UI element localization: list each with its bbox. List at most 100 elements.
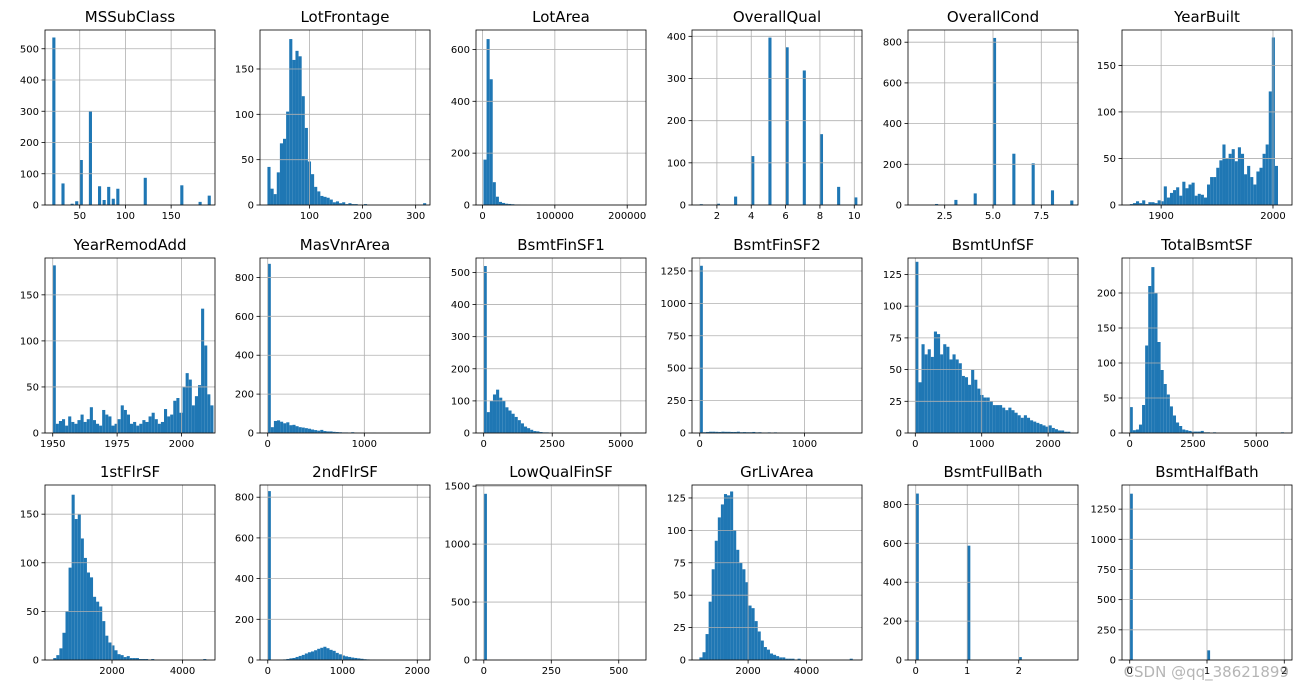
histogram-bar: [502, 400, 506, 433]
y-tick-label: 500: [667, 364, 686, 375]
histogram-bar: [107, 186, 111, 205]
histogram-bar: [138, 659, 143, 660]
histogram-bar: [495, 196, 499, 205]
histogram-bar: [323, 646, 327, 660]
histogram-bar: [1145, 204, 1149, 205]
chart-mssubclass: 50 100 150 0 100 200 300 400 500 MSSubClass: [20, 8, 216, 222]
histogram-bar: [68, 567, 72, 660]
gridlines: [908, 30, 1078, 206]
bars: [483, 493, 639, 660]
histogram-bar: [1268, 91, 1272, 205]
histogram-bar: [1045, 426, 1049, 433]
y-tick-label: 100: [1097, 359, 1116, 370]
axes-frame: [691, 29, 863, 206]
histogram-bar: [709, 431, 713, 433]
histogram-bar: [62, 632, 66, 660]
y-tick-label: 250: [667, 396, 686, 407]
histogram-bar: [96, 601, 100, 660]
histogram-bar: [1240, 153, 1245, 205]
histogram-bar: [768, 37, 772, 205]
x-tick-label: 0: [1127, 439, 1133, 450]
histogram-bar: [332, 650, 336, 660]
y-tick-label: 100: [451, 396, 470, 407]
histogram-bar: [102, 621, 106, 660]
histogram-bar: [289, 39, 293, 205]
histogram-bar: [182, 386, 186, 433]
histogram-bar: [699, 265, 703, 433]
chart-title: YearBuilt: [1173, 8, 1240, 26]
chart-grlivarea: 2000 4000 0 25 50 75 100 125 GrLivArea: [667, 463, 863, 677]
histogram-bar: [1017, 415, 1021, 433]
y-tick-label: 0: [896, 429, 902, 440]
chart-bsmtfinsf2: 0 1000 0 250 500 750 1000 1250 BsmtFinSF2: [661, 236, 863, 450]
histogram-bar: [1018, 657, 1022, 660]
histogram-bar: [1207, 184, 1211, 205]
histogram-bar: [277, 420, 281, 433]
y-tick-label: 0: [896, 656, 902, 667]
histogram-bar: [1042, 425, 1046, 433]
y-tick-label: 150: [235, 64, 254, 75]
y-tick-label: 50: [1103, 154, 1116, 165]
histogram-bar: [207, 394, 211, 433]
y-tick-label: 200: [667, 116, 686, 127]
histogram-bar: [1051, 427, 1055, 433]
histogram-bar: [276, 172, 280, 205]
histogram-bar: [745, 582, 749, 660]
y-tick-label: 500: [451, 268, 470, 279]
histogram-bar: [730, 431, 734, 433]
y-tick-label: 50: [673, 591, 686, 602]
x-tick-label: 2.5: [937, 211, 953, 222]
histogram-bar: [102, 200, 106, 205]
histogram-bar: [335, 201, 340, 205]
histogram-bar: [705, 431, 710, 433]
histogram-bar: [1259, 167, 1263, 205]
histogram-bar: [1135, 429, 1139, 433]
histogram-bar: [77, 514, 81, 660]
y-tick-label: 500: [1097, 595, 1116, 606]
bars: [267, 39, 427, 205]
chart-title: GrLivArea: [740, 463, 814, 481]
histogram-bar: [769, 653, 774, 660]
y-tick-label: 50: [241, 155, 254, 166]
histogram-bar: [295, 50, 299, 205]
histogram-bar: [751, 156, 755, 205]
y-tick-label: 400: [883, 119, 902, 130]
histogram-bar: [298, 427, 302, 433]
chart-title: BsmtFullBath: [943, 463, 1042, 481]
y-tick-label: 800: [883, 38, 902, 49]
gridlines: [908, 258, 1078, 434]
gridlines: [45, 30, 215, 206]
histogram-bar: [83, 421, 87, 433]
x-tick-label: 2000: [1260, 211, 1285, 222]
y-tick-label: 1000: [661, 299, 686, 310]
histogram-bar: [86, 419, 90, 433]
chart-masvnrarea: 0 1000 0 200 400 600 800 MasVnrArea: [235, 236, 431, 450]
histogram-bar: [173, 400, 177, 433]
x-tick-label: 4000: [794, 666, 819, 677]
histogram-bar: [188, 379, 192, 433]
y-tick-label: 200: [883, 160, 902, 171]
histogram-bar: [539, 432, 543, 433]
y-tick-label: 0: [464, 656, 470, 667]
histogram-bar: [267, 491, 271, 660]
x-tick-label: 1000: [352, 439, 377, 450]
histogram-bar: [160, 421, 164, 433]
histogram-bar: [1064, 431, 1068, 433]
histogram-bar: [785, 658, 789, 660]
histogram-bar: [270, 427, 274, 433]
histogram-bar: [307, 428, 311, 433]
histogram-bar: [326, 648, 330, 660]
gridlines: [692, 30, 862, 206]
y-tick-label: 800: [235, 493, 254, 504]
histogram-bar: [946, 346, 950, 433]
histogram-bar: [974, 379, 978, 433]
x-tick-label: 0: [697, 439, 703, 450]
histogram-bar: [133, 421, 137, 433]
histogram-bar: [292, 657, 296, 660]
histogram-bar: [201, 308, 205, 433]
y-tick-label: 600: [235, 533, 254, 544]
histogram-bar: [489, 400, 493, 433]
y-tick-label: 750: [667, 331, 686, 342]
histogram-bar: [724, 431, 728, 433]
